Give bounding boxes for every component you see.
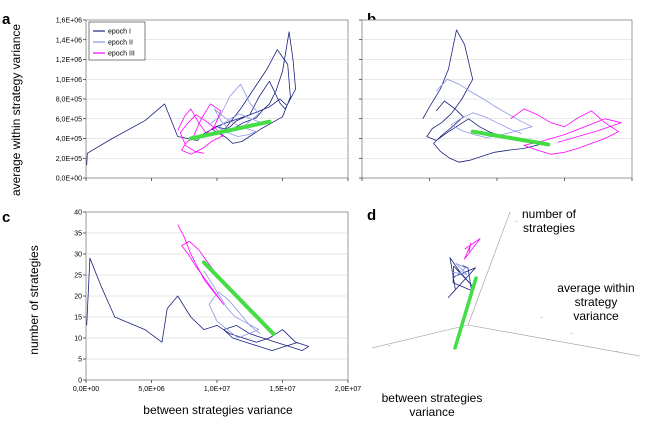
axis-3d-label-line: strategy	[575, 295, 618, 309]
y-tick-label-a: 6,0E+05	[56, 116, 82, 123]
axis-3d-tick	[387, 344, 392, 347]
y-tick-label-c: 20	[74, 294, 82, 301]
series-line-a-epoch-2	[210, 83, 262, 137]
y-tick-label-a: 1,4E+06	[56, 37, 82, 44]
x-tick-label-c: 2,0E+07	[335, 386, 361, 393]
axis-3d-label-line: average within	[557, 281, 634, 295]
y-tick-label-c: 15	[74, 315, 82, 322]
x-tick-label-c: 1,0E+07	[204, 386, 230, 393]
series-line-d-epoch-3	[463, 238, 481, 260]
y-tick-label-c: 5	[78, 357, 82, 364]
chart-panel-c: 0 5 10 15 20 25 30 35 40 0,0E+00 5,0E+06 1,0E+07 1,5…	[73, 210, 361, 394]
y-tick-label-a: 2,0E+05	[56, 156, 82, 163]
series-line-c-epoch-3	[177, 224, 227, 305]
trend-line-d	[453, 276, 478, 350]
y-tick-label-a: 0,0E+00	[56, 176, 82, 183]
x-tick-label-c: 5,0E+06	[138, 386, 164, 393]
y-tick-label-c: 40	[74, 210, 82, 217]
legend-label-epoch-2: epoch II	[108, 40, 133, 47]
chart-panel-a: 0,0E+00 2,0E+05 4,0E+05 6,0E+05 8,0E+05 1,0E+…	[56, 18, 349, 183]
axis-3d-tick	[569, 332, 574, 335]
series-line-c-epoch-2	[203, 270, 261, 339]
series-line-d-epoch-2	[451, 263, 468, 279]
legend-box	[88, 21, 146, 61]
y-tick-label-a: 4,0E+05	[56, 136, 82, 143]
axis-3d-within	[467, 324, 641, 357]
y-tick-label-a: 1,6E+06	[56, 18, 82, 25]
y-tick-label-c: 25	[74, 273, 82, 280]
axis-3d-tick	[539, 316, 544, 319]
series-line-a-epoch-3	[177, 103, 225, 155]
axis-3d-label-line: between strategies	[382, 391, 483, 405]
y-tick-label-a: 1,2E+06	[56, 57, 82, 64]
panel-letter-c: c	[2, 209, 10, 226]
legend-label-epoch-3: epoch III	[108, 51, 135, 58]
trend-line-c	[201, 260, 276, 336]
series-line-c-epoch-1	[86, 257, 310, 352]
series-line-b-epoch-2	[436, 78, 533, 138]
axis-3d-label-line: number of	[522, 207, 577, 221]
chart-panel-b	[359, 19, 633, 181]
axis-3d-label-line: strategies	[523, 221, 575, 235]
axis-3d-label-1: average within strategy variance	[557, 281, 634, 323]
trend-line-b	[470, 129, 551, 147]
panel-letter-b: b	[367, 11, 376, 28]
x-tick-label-c: 1,5E+07	[269, 386, 295, 393]
axis-3d-label-line: variance	[409, 405, 455, 419]
y-tick-label-a: 1,0E+06	[56, 77, 82, 84]
series-line-d-epoch-1	[447, 257, 476, 299]
x-axis-title-c: between strategies variance	[143, 403, 293, 417]
axis-3d-tick	[514, 220, 519, 223]
y-tick-label-c: 35	[74, 231, 82, 238]
axis-3d-label-line: variance	[573, 309, 619, 323]
trend-line-a	[188, 119, 272, 141]
y-tick-label-a: 8,0E+05	[56, 97, 82, 104]
y-axis-title-a: average within strategy variance	[9, 24, 23, 196]
panel-letter-a: a	[2, 11, 11, 28]
x-tick-label-c: 0,0E+00	[73, 386, 99, 393]
series-line-b-epoch-3	[510, 108, 622, 155]
legend-label-epoch-1: epoch I	[108, 29, 131, 36]
axis-3d-between	[371, 324, 469, 349]
axis-3d-label-0: number of strategies	[522, 207, 577, 235]
y-axis-title-c: number of strategies	[27, 245, 41, 354]
y-tick-label-c: 30	[74, 252, 82, 259]
y-tick-label-c: 0	[78, 378, 82, 385]
axis-3d-number	[467, 211, 511, 326]
axis-3d-label-2: between strategies variance	[382, 391, 483, 419]
panel-letter-d: d	[367, 207, 376, 224]
axis-3d-tick	[614, 350, 619, 353]
y-tick-label-c: 10	[74, 336, 82, 343]
